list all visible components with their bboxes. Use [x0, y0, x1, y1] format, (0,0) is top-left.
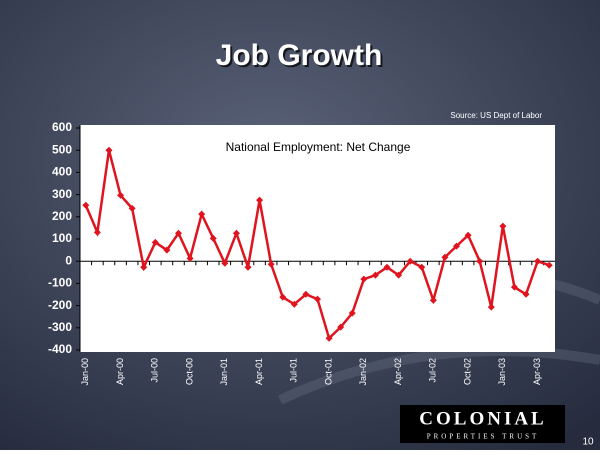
x-tick-label: Jan-02	[358, 358, 368, 386]
point	[383, 263, 391, 271]
x-tick-label: Jul-00	[150, 358, 160, 383]
point	[290, 300, 298, 308]
point	[117, 191, 125, 199]
point	[151, 238, 159, 246]
y-tick-label: -200	[48, 298, 72, 312]
point	[302, 290, 310, 298]
point	[140, 263, 148, 271]
y-tick-label: 0	[65, 253, 72, 267]
point	[510, 283, 518, 291]
point	[534, 257, 542, 265]
point	[337, 323, 345, 331]
x-tick-label: Jan-01	[219, 358, 229, 386]
y-tick-label: 200	[52, 209, 72, 223]
title-shadow: Job Growth	[218, 41, 385, 74]
x-tick-label: Apr-00	[115, 358, 125, 385]
point	[198, 210, 206, 218]
x-tick-label: Jan-00	[80, 358, 90, 386]
point	[418, 263, 426, 271]
x-tick-label: Oct-02	[462, 358, 472, 385]
x-tick-label: Oct-01	[323, 358, 333, 385]
logo	[400, 405, 565, 443]
point	[441, 253, 449, 261]
point	[256, 196, 264, 204]
point	[279, 293, 287, 301]
point	[453, 242, 461, 250]
point	[395, 271, 403, 279]
point	[232, 229, 240, 237]
y-tick-label: 500	[52, 142, 72, 156]
point	[221, 259, 229, 267]
y-tick-label: 400	[52, 165, 72, 179]
point	[267, 260, 275, 268]
point	[105, 146, 113, 154]
plot-area	[80, 125, 555, 352]
x-tick-label: Apr-03	[532, 358, 542, 385]
x-tick-label: Apr-01	[254, 358, 264, 385]
point	[82, 201, 90, 209]
point	[93, 228, 101, 236]
point	[371, 271, 379, 279]
y-tick-label: 600	[52, 120, 72, 134]
slide-title: Job Growth	[216, 39, 383, 72]
x-tick-label: Apr-02	[393, 358, 403, 385]
x-tick-label: Jan-03	[497, 358, 507, 386]
y-tick-label: 300	[52, 187, 72, 201]
point	[429, 296, 437, 304]
x-tick-label: Oct-00	[184, 358, 194, 385]
logo-sub: PROPERTIES TRUST	[427, 433, 540, 441]
x-tick-label: Jul-01	[289, 358, 299, 383]
x-tick-label: Jul-02	[428, 358, 438, 383]
point	[314, 295, 321, 303]
chart-title: National Employment: Net Change	[226, 140, 411, 154]
point	[406, 257, 414, 265]
point	[464, 231, 472, 239]
point	[163, 246, 171, 254]
point	[487, 303, 495, 311]
point	[360, 275, 368, 283]
point	[348, 309, 356, 317]
y-tick-label: -100	[48, 276, 72, 290]
point	[545, 261, 553, 269]
point	[186, 254, 194, 262]
point	[499, 222, 507, 230]
y-tick-label: 100	[52, 231, 72, 245]
point	[209, 234, 217, 242]
logo-name: COLONIAL	[419, 408, 546, 429]
page-number: 10	[582, 437, 594, 448]
y-tick-label: -400	[48, 342, 72, 356]
point	[128, 204, 136, 212]
point	[522, 290, 530, 298]
y-tick-label: -300	[48, 320, 72, 334]
source: Source: US Dept of Labor	[450, 111, 542, 120]
point	[325, 334, 333, 342]
point	[174, 229, 182, 237]
point	[244, 263, 252, 271]
point	[476, 257, 484, 265]
